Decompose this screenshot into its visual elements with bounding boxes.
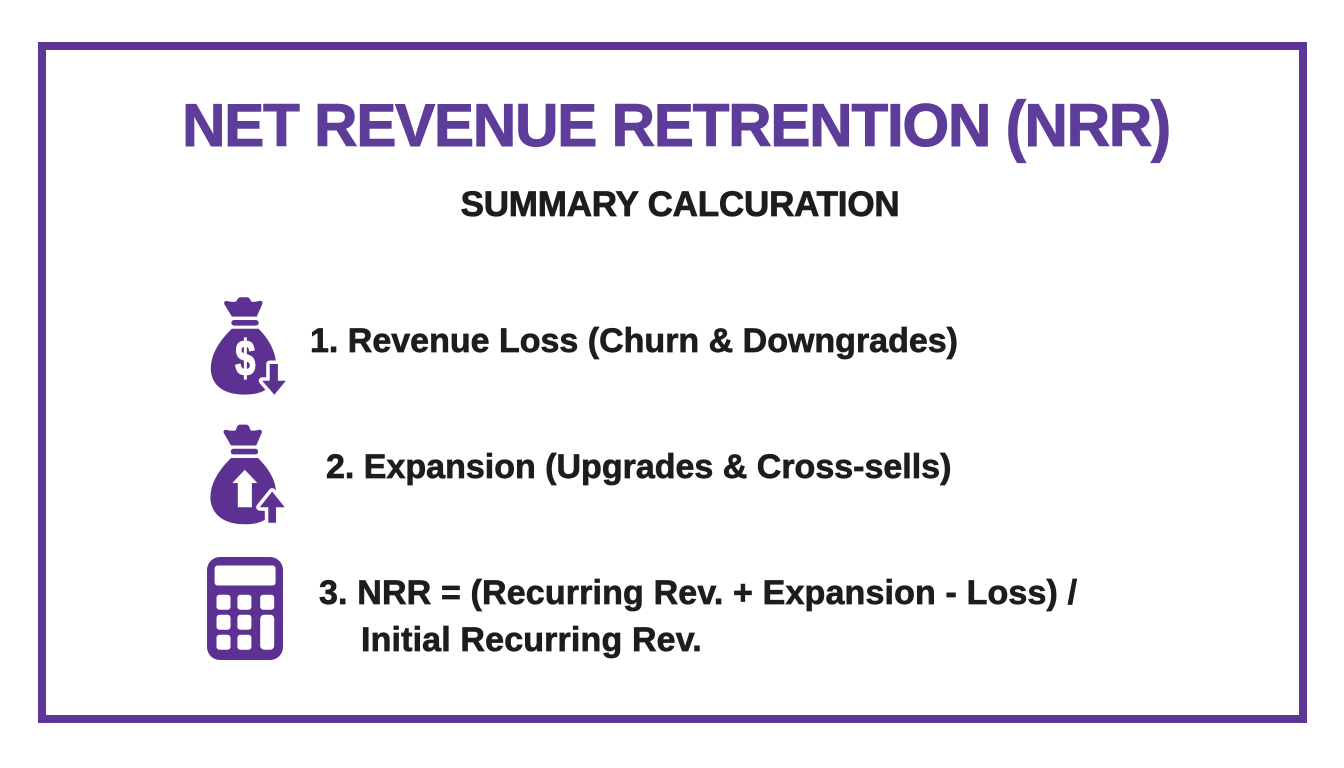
svg-text:$: $ [235, 331, 255, 387]
